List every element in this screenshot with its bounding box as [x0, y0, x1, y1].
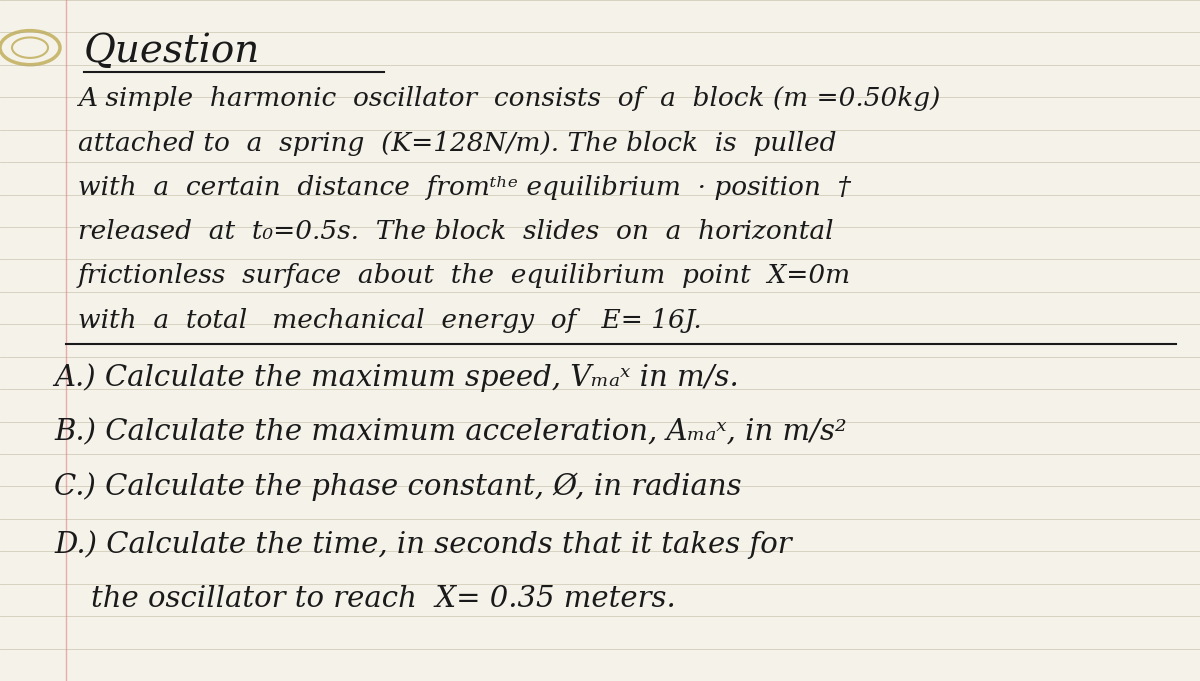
- Text: A.) Calculate the maximum speed, Vₘₐˣ in m/s.: A.) Calculate the maximum speed, Vₘₐˣ in…: [54, 364, 739, 392]
- Text: Question: Question: [84, 33, 260, 69]
- Text: C.) Calculate the phase constant, Ø, in radians: C.) Calculate the phase constant, Ø, in …: [54, 473, 742, 501]
- Text: attached to  a  spring  (K=128N/m). The block  is  pulled: attached to a spring (K=128N/m). The blo…: [78, 131, 836, 155]
- Text: frictionless  surface  about  the  equilibrium  point  X=0m: frictionless surface about the equilibri…: [78, 264, 851, 288]
- Text: the oscillator to reach  X= 0.35 meters.: the oscillator to reach X= 0.35 meters.: [54, 585, 676, 614]
- Circle shape: [12, 37, 48, 58]
- Text: B.) Calculate the maximum acceleration, Aₘₐˣ, in m/s²: B.) Calculate the maximum acceleration, …: [54, 418, 847, 447]
- Text: A simple  harmonic  oscillator  consists  of  a  block (m =0.50kg): A simple harmonic oscillator consists of…: [78, 86, 941, 111]
- Text: with  a  certain  distance  fromᵗʰᵉ equilibrium  · position  †: with a certain distance fromᵗʰᵉ equilibr…: [78, 175, 851, 200]
- Text: released  at  t₀=0.5s.  The block  slides  on  a  horizontal: released at t₀=0.5s. The block slides on…: [78, 219, 834, 244]
- Text: D.) Calculate the time, in seconds that it takes for: D.) Calculate the time, in seconds that …: [54, 530, 792, 559]
- Text: with  a  total   mechanical  energy  of   E= 16J.: with a total mechanical energy of E= 16J…: [78, 308, 702, 332]
